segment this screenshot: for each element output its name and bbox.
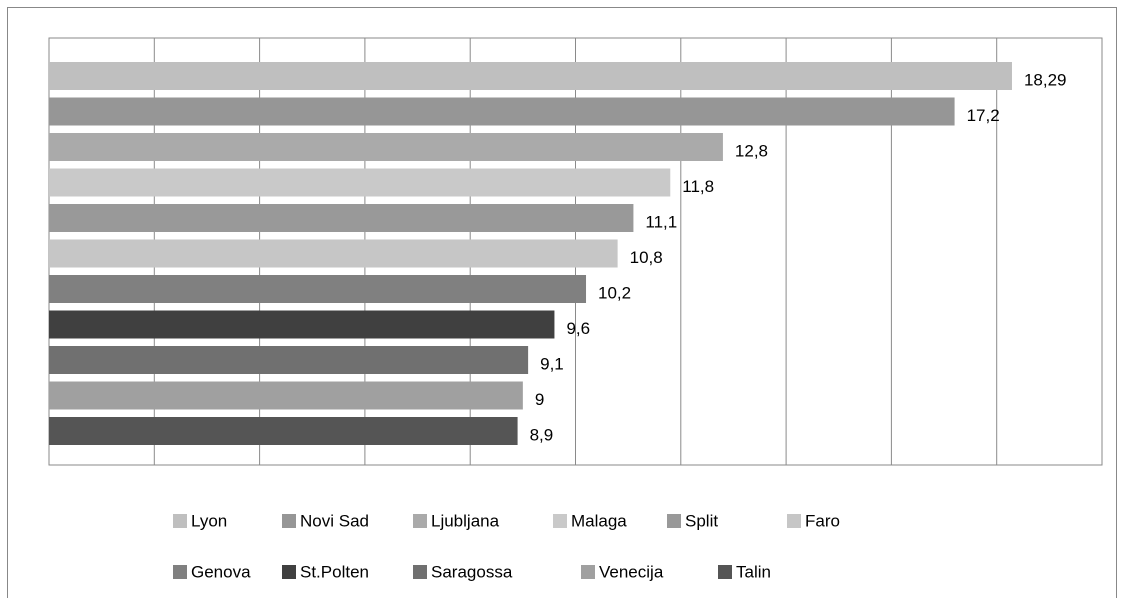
- legend-label: St.Polten: [300, 562, 369, 581]
- data-label: 10,2: [598, 283, 631, 302]
- legend-swatch: [787, 514, 801, 528]
- legend-swatch: [413, 565, 427, 579]
- data-label: 9,6: [566, 319, 590, 338]
- bar: [49, 97, 955, 126]
- bar: [49, 381, 523, 410]
- bar: [49, 204, 634, 232]
- bar: [49, 168, 671, 197]
- bar: [49, 275, 587, 303]
- legend-swatch: [413, 514, 427, 528]
- legend-swatch: [581, 565, 595, 579]
- data-label: 11,8: [682, 177, 714, 196]
- data-label: 9,1: [540, 354, 564, 373]
- legend-swatch: [282, 565, 296, 579]
- bar: [49, 239, 618, 268]
- bar: [49, 133, 723, 161]
- legend-label: Genova: [191, 562, 251, 581]
- data-label: 17,2: [967, 106, 1000, 125]
- data-label: 10,8: [630, 248, 663, 267]
- legend-label: Venecija: [599, 562, 664, 581]
- legend-label: Split: [685, 511, 718, 530]
- bar: [49, 346, 529, 374]
- legend-label: Lyon: [191, 511, 227, 530]
- legend-swatch: [173, 514, 187, 528]
- data-label: 9: [535, 390, 544, 409]
- legend-label: Malaga: [571, 511, 627, 530]
- legend-swatch: [282, 514, 296, 528]
- bar: [49, 417, 518, 445]
- data-label: 12,8: [735, 141, 768, 160]
- legend-swatch: [718, 565, 732, 579]
- legend-swatch: [173, 565, 187, 579]
- legend-swatch: [667, 514, 681, 528]
- legend-label: Talin: [736, 562, 771, 581]
- data-label: 18,29: [1024, 70, 1067, 89]
- legend-label: Ljubljana: [431, 511, 500, 530]
- data-label: 11,1: [645, 212, 677, 231]
- data-label: 8,9: [530, 425, 554, 444]
- bar: [49, 310, 555, 339]
- legend-label: Novi Sad: [300, 511, 369, 530]
- bar: [49, 62, 1012, 90]
- legend-swatch: [553, 514, 567, 528]
- legend-label: Faro: [805, 511, 840, 530]
- legend-label: Saragossa: [431, 562, 513, 581]
